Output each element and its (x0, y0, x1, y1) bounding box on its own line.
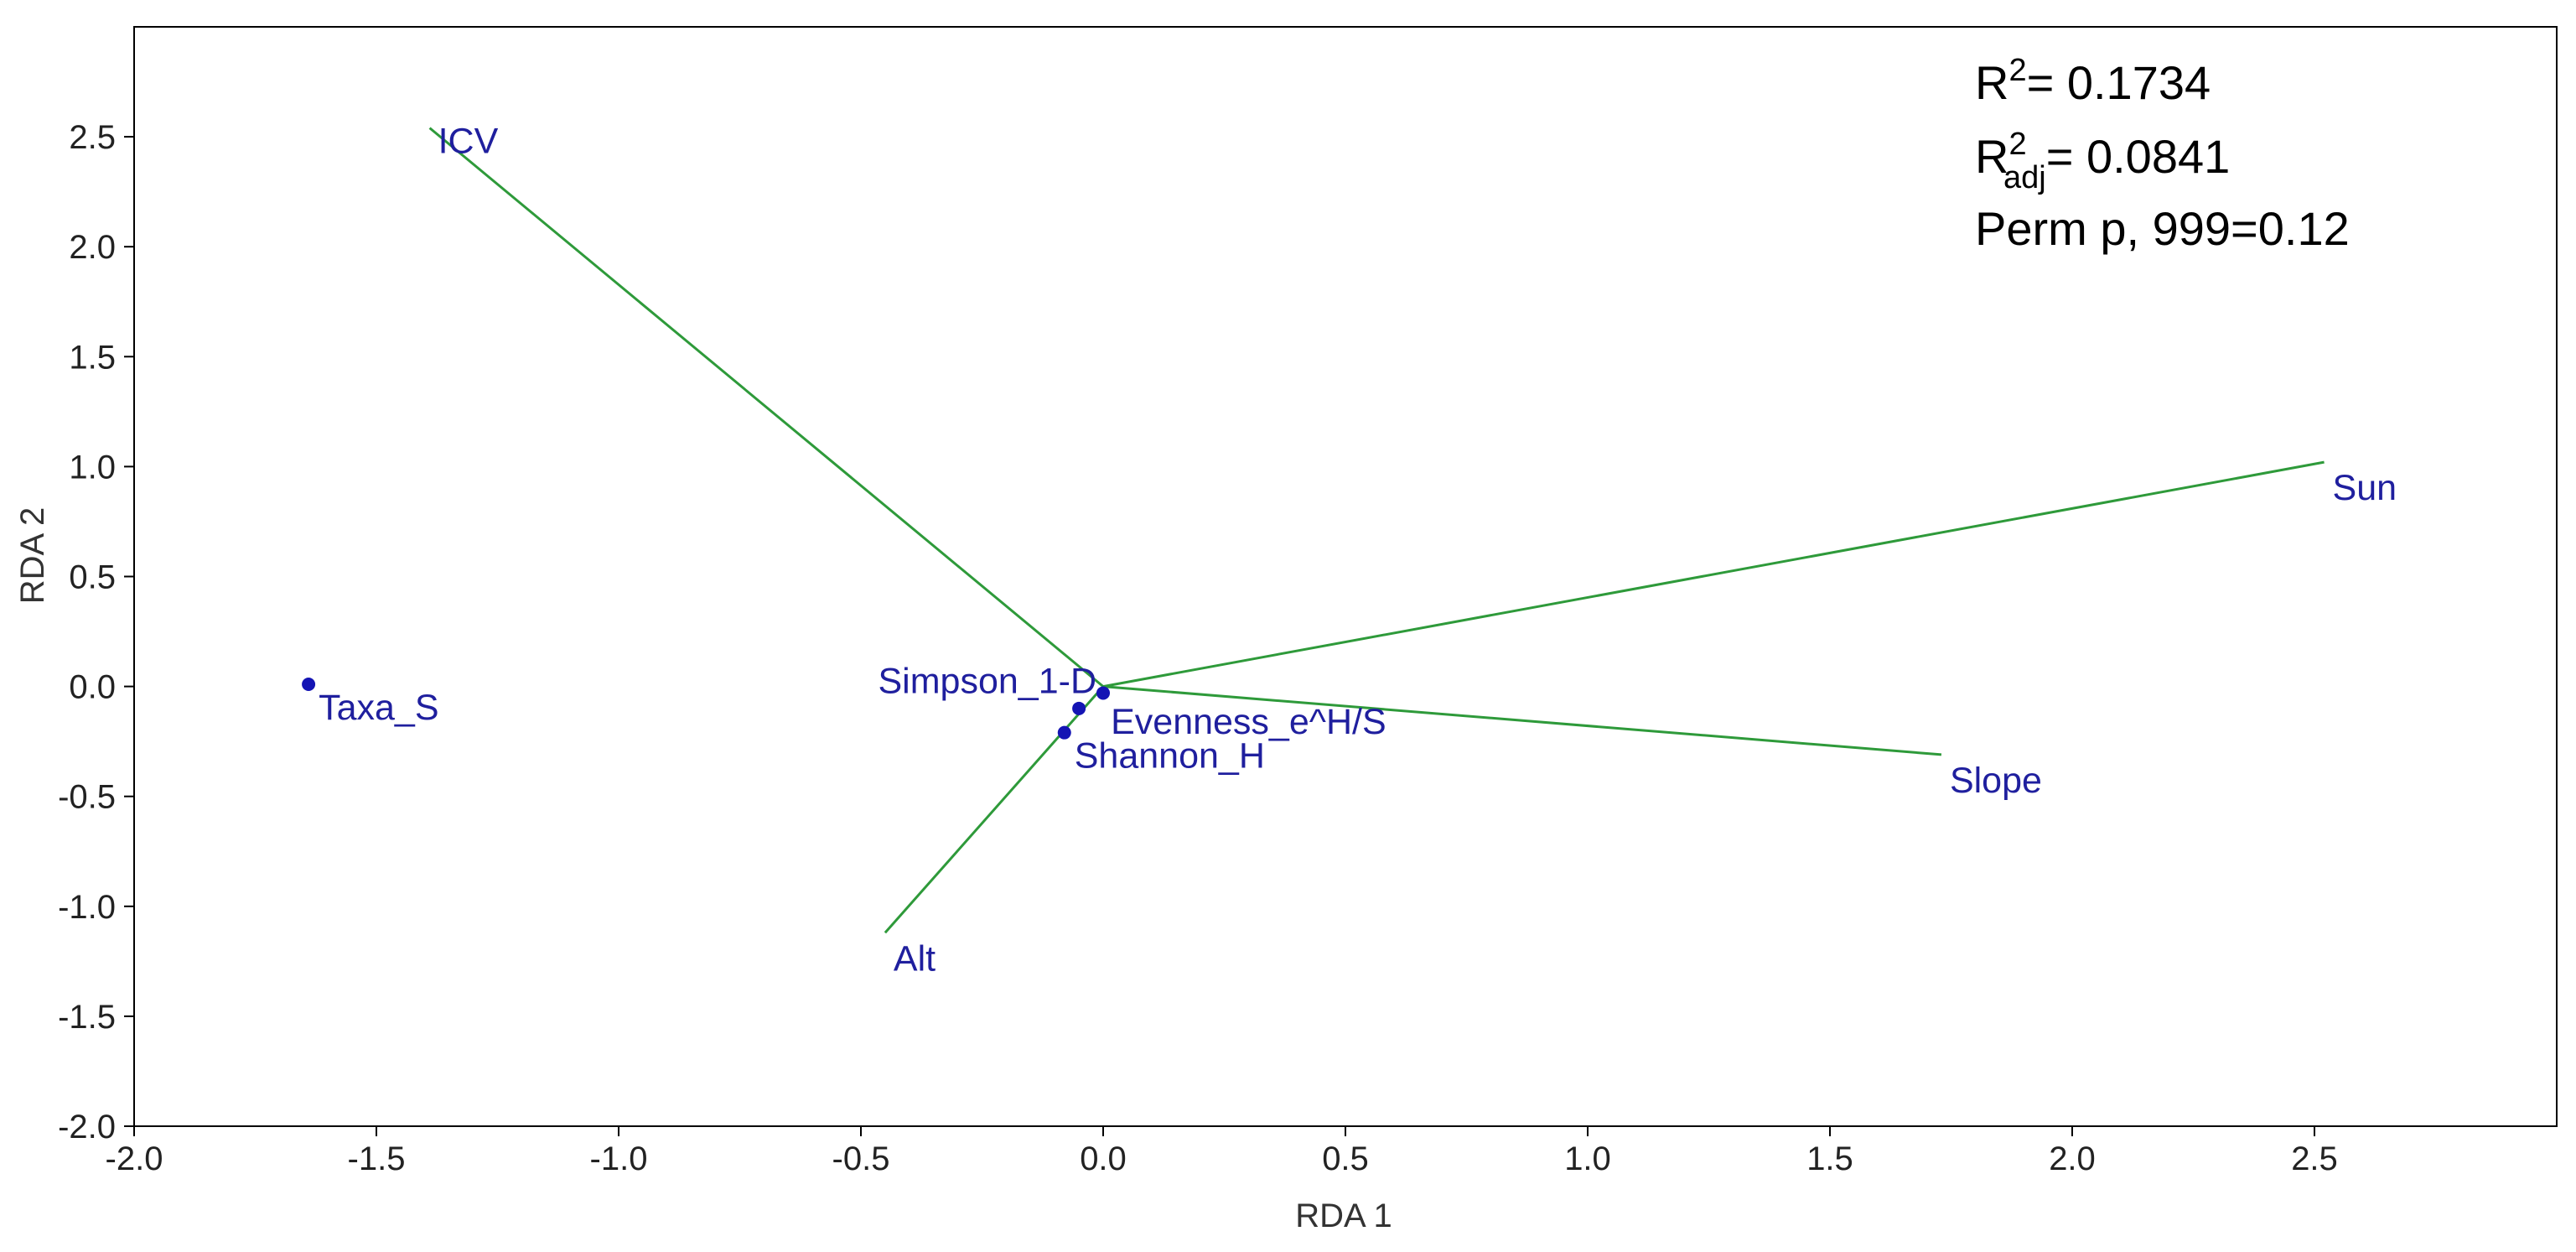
y-tick-label: 2.5 (69, 119, 116, 156)
y-tick-label: -1.5 (58, 999, 116, 1036)
point-label: Evenness_e^H/S (1111, 702, 1386, 742)
y-tick-label: 1.0 (69, 449, 116, 486)
vector-alt (884, 685, 1105, 934)
point-simpson-1-d (1096, 686, 1110, 700)
vector-label-icv: ICV (438, 122, 499, 162)
y-tick-label: 0.5 (69, 559, 116, 596)
vector-arrows: ICV Sun Slope Alt (428, 122, 2397, 979)
r2adj-subscript: adj (2003, 160, 2046, 195)
vector-label-sun: Sun (2333, 468, 2397, 508)
r2adj-superscript: 2 (2008, 127, 2026, 162)
point-taxa-s (302, 677, 316, 691)
r2-superscript: 2 (2008, 53, 2026, 88)
plot-frame (133, 26, 2558, 1127)
point-label: Simpson_1-D (879, 661, 1097, 701)
point-label: Taxa_S (319, 688, 438, 728)
x-tick-label: 1.5 (1806, 1140, 1853, 1177)
r2adj-line: R2 adj= 0.0841 (1975, 127, 2230, 195)
point-shannon-h (1057, 725, 1071, 740)
x-tick-label: -1.5 (348, 1140, 406, 1177)
x-tick-label: 2.0 (2049, 1140, 2096, 1177)
r2-value: = 0.1734 (2027, 56, 2211, 109)
point-evenness-e-h-s (1072, 701, 1086, 715)
y-axis-title: RDA 2 (14, 507, 51, 605)
x-tick-label: -2.0 (106, 1140, 163, 1177)
x-axis-title: RDA 1 (1295, 1197, 1392, 1234)
y-tick-label: -0.5 (58, 779, 116, 816)
y-tick-label: 1.5 (69, 339, 116, 376)
vector-label-slope: Slope (1950, 761, 2042, 801)
x-tick-label: 1.0 (1564, 1140, 1611, 1177)
point-label: Shannon_H (1075, 736, 1265, 777)
axis-ticks: -2.0 -1.5 -1.0 -0.5 0.0 0.5 1.0 1.5 2.0 2.5 -2.0 -1… (58, 119, 2338, 1177)
r2-symbol: R (1975, 56, 2008, 109)
vector-sun (1102, 460, 2325, 688)
vector-label-alt: Alt (894, 938, 936, 979)
y-tick-label: 2.0 (69, 229, 116, 266)
x-tick-label: 0.5 (1322, 1140, 1369, 1177)
stats-annotation: R2= 0.1734 R2 adj= 0.0841 Perm p, 999=0.1… (1975, 53, 2350, 255)
y-tick-label: -1.0 (58, 889, 116, 926)
x-tick-label: 0.0 (1080, 1140, 1127, 1177)
r2adj-symbol: R (1975, 130, 2008, 183)
vector-slope (1102, 685, 1942, 756)
x-tick-label: -1.0 (590, 1140, 648, 1177)
y-tick-label: -2.0 (58, 1109, 116, 1146)
perm-line: Perm p, 999=0.12 (1975, 202, 2350, 255)
y-tick-label: 0.0 (69, 669, 116, 706)
vector-icv (428, 127, 1104, 688)
x-tick-label: -0.5 (832, 1140, 890, 1177)
x-tick-label: 2.5 (2291, 1140, 2338, 1177)
r2adj-value: = 0.0841 (2046, 130, 2231, 183)
r2-line: R2= 0.1734 (1975, 53, 2211, 109)
